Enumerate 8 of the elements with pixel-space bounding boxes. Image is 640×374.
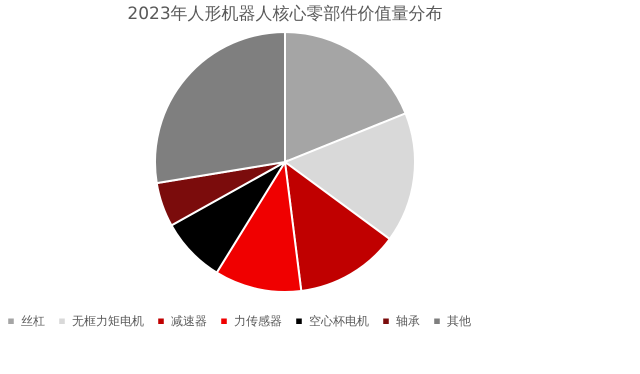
- legend-label: 空心杯电机: [309, 314, 369, 328]
- legend-label: 减速器: [171, 314, 207, 328]
- legend-label: 丝杠: [21, 314, 45, 328]
- legend-label: 无框力矩电机: [72, 314, 144, 328]
- legend-label: 其他: [447, 314, 471, 328]
- legend-label: 力传感器: [234, 314, 282, 328]
- legend-label: 轴承: [396, 314, 420, 328]
- chart-title: 2023年人形机器人核心零部件价值量分布: [127, 4, 443, 24]
